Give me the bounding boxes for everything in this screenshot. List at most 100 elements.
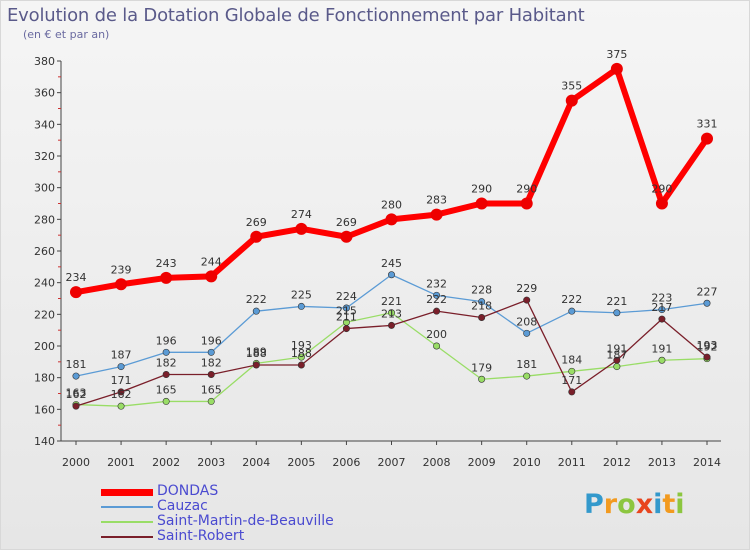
x-tick-label: 2000 — [62, 456, 90, 469]
x-tick-label: 2005 — [287, 456, 315, 469]
data-label-dondas: 243 — [156, 257, 177, 270]
data-point-dondas — [250, 230, 263, 243]
data-label-saint-martin-de-beauville: 215 — [336, 304, 357, 317]
data-label-cauzac: 208 — [516, 315, 537, 328]
data-label-dondas: 290 — [516, 183, 537, 196]
data-point-cauzac — [568, 307, 576, 315]
data-point-dondas — [655, 197, 668, 210]
legend-label-saint-robert: Saint-Robert — [157, 528, 245, 544]
data-label-saint-robert: 162 — [66, 388, 87, 401]
data-point-cauzac — [162, 348, 170, 356]
data-point-cauzac — [523, 329, 531, 337]
y-tick-label: 140 — [34, 435, 55, 448]
data-point-dondas — [295, 222, 308, 235]
data-label-dondas: 331 — [697, 118, 718, 131]
data-label-cauzac: 224 — [336, 290, 357, 303]
data-point-saint-robert — [703, 353, 711, 361]
data-point-saint-robert — [523, 296, 531, 304]
data-label-cauzac: 227 — [697, 285, 718, 298]
x-tick-label: 2002 — [152, 456, 180, 469]
data-label-dondas: 375 — [606, 48, 627, 61]
data-label-saint-martin-de-beauville: 221 — [381, 295, 402, 308]
data-label-saint-robert: 171 — [561, 374, 582, 387]
data-point-cauzac — [72, 372, 80, 380]
x-tick-label: 2001 — [107, 456, 135, 469]
legend-item-cauzac: Cauzac — [99, 498, 429, 514]
data-label-dondas: 280 — [381, 198, 402, 211]
data-label-saint-martin-de-beauville: 189 — [246, 345, 267, 358]
data-label-saint-martin-de-beauville: 162 — [111, 388, 132, 401]
data-point-dondas — [430, 208, 443, 221]
data-label-saint-martin-de-beauville: 193 — [291, 339, 312, 352]
proxiti-logo: Proxiti — [584, 489, 685, 520]
data-label-cauzac: 187 — [111, 349, 132, 362]
data-label-dondas: 234 — [66, 271, 87, 284]
data-label-dondas: 269 — [246, 216, 267, 229]
data-label-saint-robert: 171 — [111, 374, 132, 387]
data-label-saint-robert: 188 — [246, 347, 267, 360]
data-label-dondas: 269 — [336, 216, 357, 229]
x-tick-label: 2014 — [693, 456, 721, 469]
y-tick-label: 360 — [34, 87, 55, 100]
line-chart: 140 160 180 200 220 240 260 280 300 320 340 360 380 2… — [34, 48, 721, 469]
data-point-cauzac — [117, 363, 125, 371]
data-label-cauzac: 221 — [606, 295, 627, 308]
data-point-dondas — [701, 132, 713, 145]
x-tick-label: 2012 — [603, 456, 631, 469]
data-point-cauzac — [433, 291, 441, 299]
data-label-cauzac: 228 — [471, 284, 492, 297]
data-point-saint-martin-de-beauville — [613, 363, 621, 371]
data-label-saint-robert: 229 — [516, 282, 537, 295]
logo-letter: o — [617, 489, 636, 520]
x-tick-label: 2011 — [558, 456, 586, 469]
data-point-saint-robert — [207, 370, 215, 378]
data-label-dondas: 290 — [651, 183, 672, 196]
data-label-cauzac: 196 — [156, 334, 177, 347]
data-label-saint-martin-de-beauville: 200 — [426, 328, 447, 341]
data-label-saint-robert: 213 — [381, 307, 402, 320]
data-label-cauzac: 232 — [426, 277, 447, 290]
data-label-saint-robert: 191 — [606, 342, 627, 355]
data-point-saint-robert — [387, 321, 395, 329]
x-tick-label: 2007 — [378, 456, 406, 469]
data-point-saint-martin-de-beauville — [162, 397, 170, 405]
data-point-saint-robert — [297, 361, 305, 369]
logo-letter: i — [675, 489, 685, 520]
data-label-cauzac: 245 — [381, 257, 402, 270]
chart-subtitle: (en € et par an) — [23, 28, 110, 41]
y-tick-label: 260 — [34, 245, 55, 258]
legend-swatch-saint-martin-de-beauville — [101, 521, 153, 523]
data-point-saint-martin-de-beauville — [658, 356, 666, 364]
y-tick-label: 280 — [34, 213, 55, 226]
data-point-dondas — [475, 197, 488, 210]
data-label-saint-martin-de-beauville: 184 — [561, 353, 582, 366]
data-point-saint-robert — [72, 402, 80, 410]
data-point-cauzac — [658, 306, 666, 314]
data-point-cauzac — [252, 307, 260, 315]
data-label-saint-robert: 217 — [651, 301, 672, 314]
data-point-saint-robert — [342, 325, 350, 333]
legend-swatch-saint-robert — [101, 536, 153, 538]
data-label-saint-martin-de-beauville: 165 — [201, 383, 222, 396]
data-label-cauzac: 196 — [201, 334, 222, 347]
data-label-dondas: 355 — [561, 80, 582, 93]
legend-item-saint-robert: Saint-Robert — [99, 528, 429, 544]
x-tick-label: 2008 — [423, 456, 451, 469]
data-label-dondas: 283 — [426, 194, 447, 207]
data-point-cauzac — [297, 302, 305, 310]
y-tick-label: 340 — [34, 118, 55, 131]
data-label-saint-martin-de-beauville: 163 — [66, 387, 87, 400]
data-label-saint-martin-de-beauville: 165 — [156, 383, 177, 396]
data-point-saint-martin-de-beauville — [387, 309, 395, 317]
logo-letter: t — [662, 489, 676, 520]
data-point-saint-martin-de-beauville — [207, 397, 215, 405]
data-label-saint-martin-de-beauville: 179 — [471, 361, 492, 374]
legend-item-dondas: DONDAS — [99, 483, 429, 499]
y-tick-label: 240 — [34, 277, 55, 290]
data-point-saint-martin-de-beauville — [568, 367, 576, 375]
data-point-saint-martin-de-beauville — [433, 342, 441, 350]
data-label-saint-robert: 193 — [697, 339, 718, 352]
data-point-cauzac — [478, 298, 486, 306]
x-tick-label: 2013 — [648, 456, 676, 469]
logo-letter: i — [653, 489, 663, 520]
